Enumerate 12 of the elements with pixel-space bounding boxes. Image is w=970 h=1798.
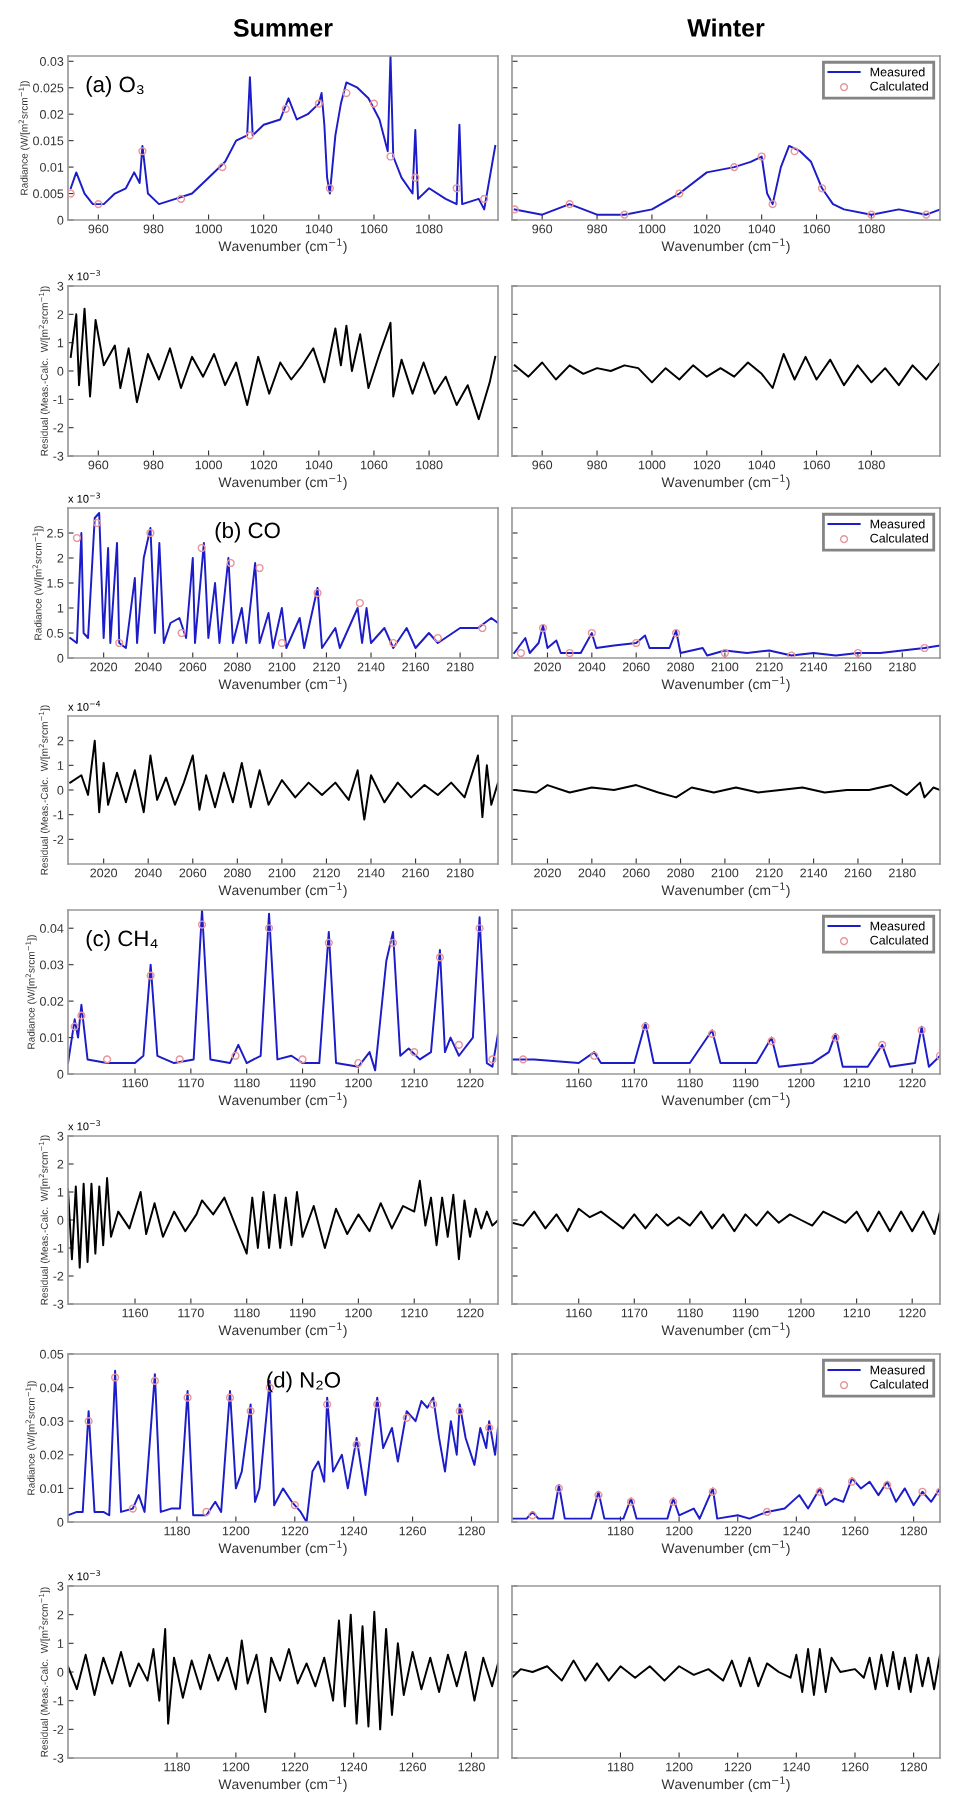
line-series [69, 739, 498, 821]
text: (c) CH₄ [86, 929, 158, 951]
chart-title: Winter [687, 18, 765, 37]
line-series [68, 1610, 498, 1731]
text: (d) N₂O [267, 1371, 341, 1393]
line-series [68, 1177, 498, 1269]
line-series [69, 307, 497, 421]
text: (b) CO [215, 521, 280, 543]
chart-title: Summer [233, 19, 333, 37]
line-series [68, 910, 498, 1072]
line-series [69, 512, 498, 649]
text: (a) O₃ [86, 75, 144, 97]
